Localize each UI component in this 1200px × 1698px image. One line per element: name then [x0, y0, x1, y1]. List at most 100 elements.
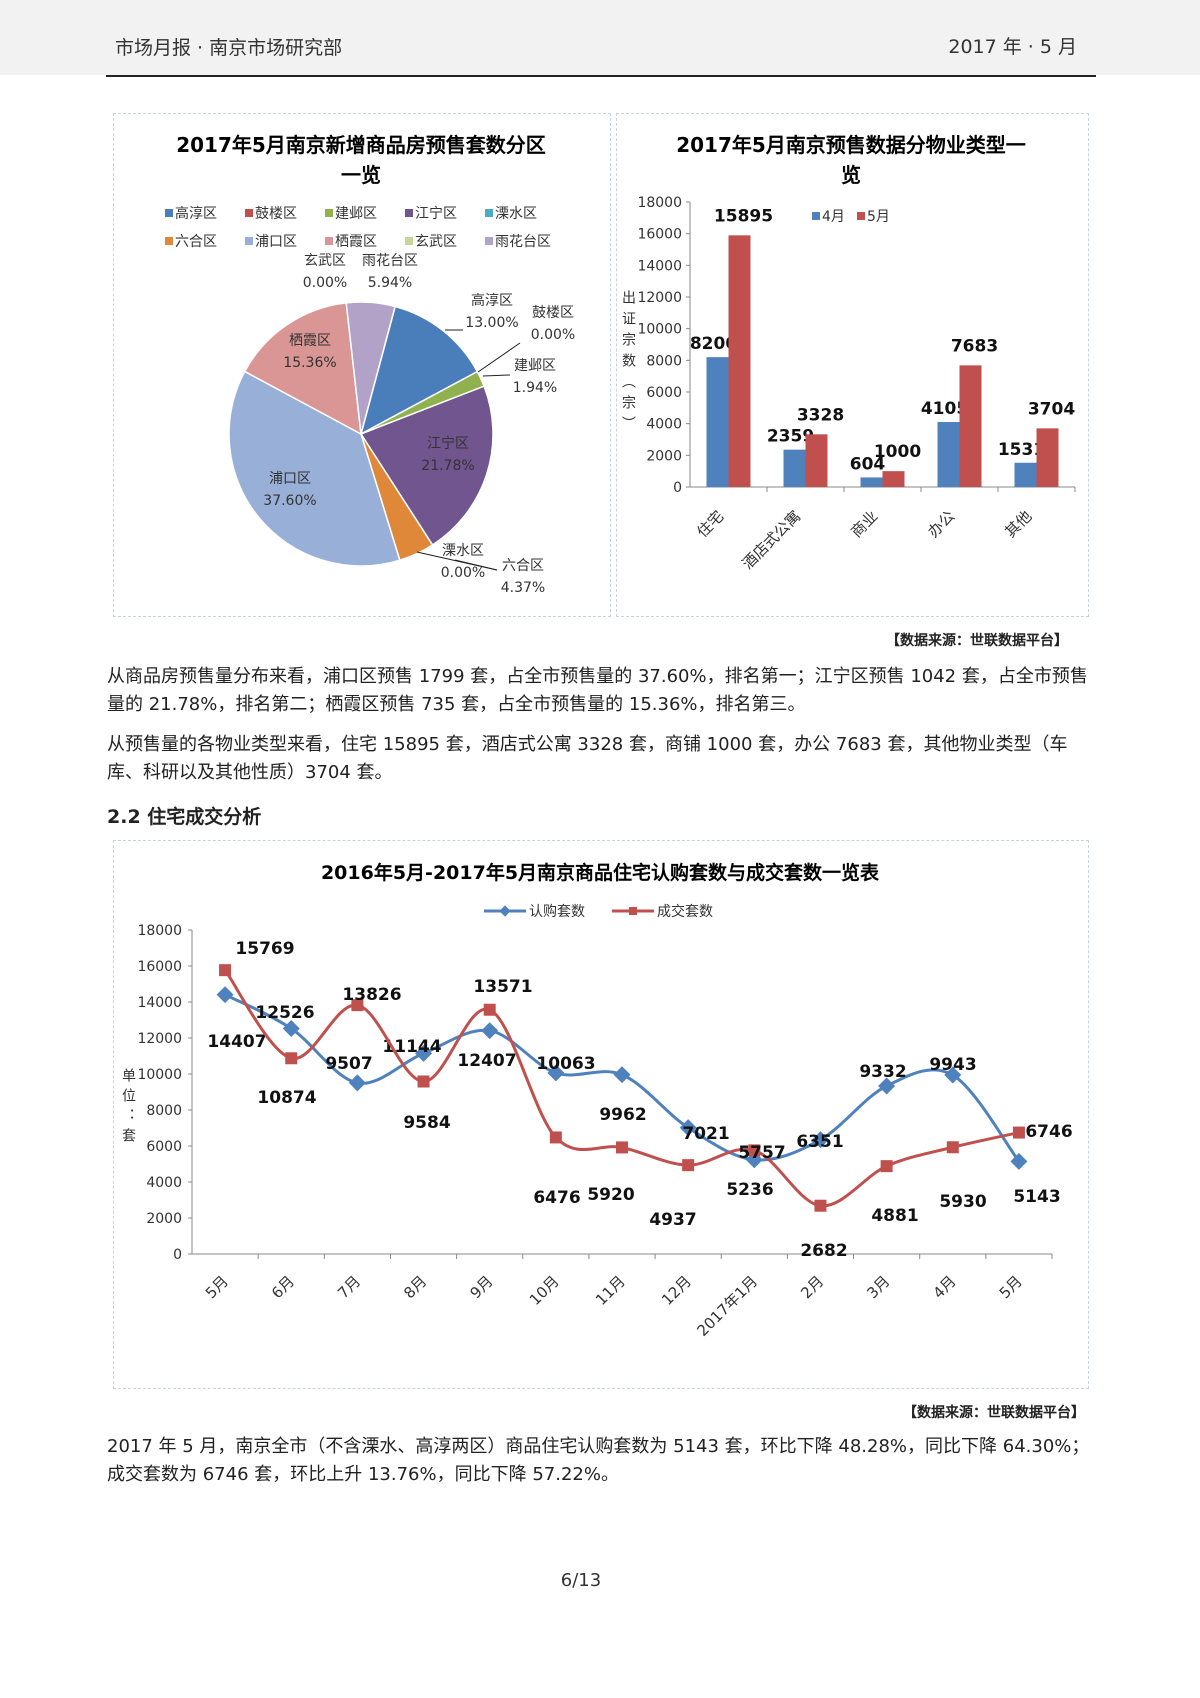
bar-y-tick-label: 14000 [637, 258, 682, 274]
pie-data-label-name: 浦口区 [269, 471, 311, 487]
pie-data-label-name: 溧水区 [442, 543, 484, 559]
transaction-marker-square [483, 1003, 496, 1016]
line-title: 2016年5月-2017年5月南京商品住宅认购套数与成交套数一览表 [321, 861, 880, 884]
line-category-label: 7月 [334, 1272, 364, 1302]
bar-category-label: 办公 [924, 507, 958, 541]
line-legend-label: 认购套数 [529, 904, 585, 920]
subscription-marker-diamond [944, 1066, 962, 1084]
bar-category-label: 商业 [847, 507, 881, 541]
line-value-label: 2682 [800, 1241, 847, 1261]
pie-data-label-value: 1.94% [513, 380, 557, 396]
bar-y-tick-label: 16000 [637, 227, 682, 243]
pie-legend-swatch [405, 209, 413, 217]
pie-data-label-value: 37.60% [263, 493, 316, 509]
bar-value-label: 1000 [874, 442, 921, 462]
bar-chart-frame [616, 113, 1089, 617]
pie-data-label-name: 玄武区 [304, 252, 346, 269]
bar-may [1036, 428, 1059, 487]
transaction-marker-square [1012, 1126, 1025, 1139]
pie-leader-line [482, 374, 511, 377]
line-value-label: 5757 [738, 1143, 785, 1163]
pie-legend-swatch [325, 209, 333, 217]
pie-legend-swatch [165, 237, 173, 245]
line-value-label: 5236 [726, 1180, 773, 1200]
bar-april [937, 422, 960, 487]
bar-value-label: 8200 [690, 334, 737, 354]
bar-legend-swatch [812, 212, 820, 220]
line-y-tick-label: 2000 [146, 1211, 182, 1227]
transaction-marker-square [748, 1144, 761, 1157]
line-y-tick-label: 10000 [137, 1067, 182, 1083]
line-y-tick-label: 16000 [137, 959, 182, 975]
line-value-label: 9332 [859, 1062, 906, 1082]
bar-april [783, 449, 806, 487]
pie-data-label-name: 鼓楼区 [532, 305, 574, 321]
bar-may [882, 471, 905, 487]
pie-data-label-name: 雨花台区 [362, 253, 418, 269]
page-header: 市场月报 · 南京市场研究部 2017 年 · 5 月 [0, 0, 1200, 75]
pie-legend-label: 栖霞区 [335, 234, 377, 250]
bar-category-label: 其他 [1001, 507, 1035, 541]
line-category-label: 6月 [268, 1272, 298, 1302]
pie-data-label-value: 21.78% [421, 458, 474, 474]
pie-legend-swatch [485, 209, 493, 217]
pie-leader-line [477, 342, 521, 373]
line-category-label: 5月 [996, 1272, 1026, 1302]
transaction-marker-square [351, 999, 364, 1012]
line-category-label: 8月 [400, 1272, 430, 1302]
line-value-label: 13571 [473, 977, 532, 997]
transaction-marker-square [616, 1141, 628, 1154]
pie-legend-swatch [325, 237, 333, 245]
subscription-marker-diamond [1010, 1152, 1028, 1170]
pie-data-label-value: 5.94% [368, 275, 412, 291]
line-category-label: 2月 [797, 1272, 827, 1302]
subscription-marker-diamond [878, 1077, 896, 1095]
bar-legend-label: 4月 [822, 209, 845, 225]
pie-legend-label: 鼓楼区 [255, 206, 297, 222]
line-legend-marker [499, 905, 511, 917]
transaction-marker-square [880, 1160, 893, 1173]
pie-legend-swatch [405, 237, 413, 245]
pie-data-label-name: 栖霞区 [289, 333, 331, 349]
line-category-label: 4月 [930, 1272, 960, 1302]
line-value-label: 5143 [1013, 1187, 1060, 1207]
line-chart-frame [113, 840, 1089, 1389]
line-series-transactions [223, 969, 1020, 1208]
line-category-label: 3月 [863, 1272, 893, 1302]
line-y-axis-label: 单位：套 [120, 1068, 136, 1148]
bar-y-tick-label: 0 [673, 480, 682, 496]
bar-category-label: 住宅 [693, 507, 727, 541]
line-value-label: 5930 [939, 1192, 986, 1212]
line-chart: 2016年5月-2017年5月南京商品住宅认购套数与成交套数一览表 0 2000 4… [137, 861, 1072, 1340]
line-category-label: 9月 [466, 1272, 496, 1302]
transaction-marker-square [549, 1131, 562, 1144]
line-value-label: 9507 [325, 1054, 372, 1074]
pie-data-label-name: 建邺区 [514, 358, 556, 374]
line-value-label: 6351 [796, 1132, 843, 1152]
transaction-marker-square [946, 1141, 959, 1154]
header-left: 市场月报 · 南京市场研究部 [115, 37, 343, 59]
line-y-tick-label: 14000 [137, 995, 182, 1011]
bar-y-axis-label: 出证宗数（宗） [620, 290, 636, 437]
line-value-label: 12407 [457, 1051, 516, 1071]
subscription-marker-diamond [613, 1066, 631, 1084]
pie-data-label-name: 六合区 [502, 558, 544, 574]
pie-slice [345, 301, 397, 435]
subscription-marker-diamond [811, 1131, 829, 1149]
pie-title-line-1: 2017年5月南京新增商品房预售套数分区 [176, 133, 546, 157]
line-legend-label: 成交套数 [657, 903, 713, 920]
line-value-label: 9962 [599, 1105, 646, 1125]
line-value-label: 6746 [1025, 1122, 1072, 1142]
line-category-label: 5月 [202, 1272, 232, 1302]
pie-data-label-value: 0.00% [303, 275, 347, 291]
bar-value-label: 15895 [714, 206, 773, 226]
subscription-marker-diamond [348, 1074, 366, 1092]
paragraph-presale-district: 从商品房预售量分布来看，浦口区预售 1799 套，占全市预售量的 37.60%，… [107, 666, 1088, 715]
pie-legend-label: 浦口区 [255, 234, 297, 250]
pie-legend-label: 雨花台区 [495, 234, 551, 250]
bar-chart: 2017年5月南京预售数据分物业类型一 览 0 2000 4000 6000 8000 1… [637, 133, 1076, 573]
line-category-label: 11月 [592, 1272, 629, 1309]
line-value-label: 15769 [235, 939, 294, 959]
pie-data-label-value: 0.00% [531, 327, 575, 343]
pie-slice [359, 385, 494, 546]
